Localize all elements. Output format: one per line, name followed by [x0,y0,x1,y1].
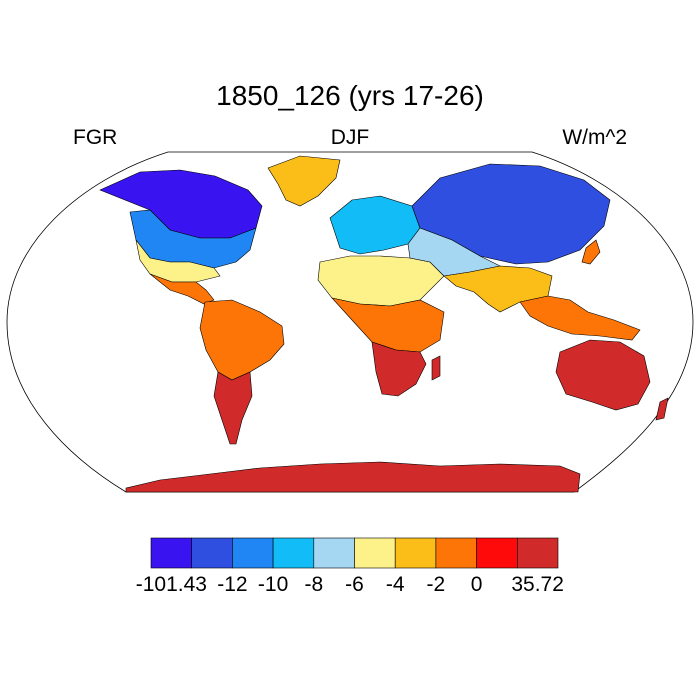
region-greenland [267,155,341,207]
colorbar-tick-label: 0 [470,573,483,596]
region-antarctica [125,461,581,493]
region-southeast-asia [519,295,641,341]
variable-label: FGR [73,126,118,149]
region-southern-africa [371,341,427,397]
colorbar-swatch [516,537,559,569]
units-label: W/m^2 [562,126,627,149]
colorbar-tick-label: -10 [257,573,289,596]
colorbar-swatch [272,537,315,569]
colorbar-tick-label: -4 [385,573,405,596]
colorbar-swatch [232,537,274,569]
colorbar-tick-label: -2 [426,573,446,596]
colorbar-tick-label: -12 [217,573,248,596]
region-central-america [149,273,215,305]
colorbar [150,537,559,569]
colorbar-swatch [435,537,477,569]
region-north-america-south [135,239,221,283]
colorbar-tick-label: -101.43 [135,573,207,596]
colorbar-swatch [354,537,396,569]
region-new-zealand [655,397,669,421]
colorbar-swatch [313,537,355,569]
map-title: 1850_126 (yrs 17-26) [216,80,484,111]
season-label: DJF [330,126,370,149]
colorbar-swatch [191,537,233,569]
region-australia [555,339,651,411]
colorbar-swatch [476,537,518,569]
colorbar-tick-label: 35.72 [511,573,564,596]
region-madagascar [431,355,441,381]
region-north-africa [317,255,445,307]
colorbar-tick-label: -6 [345,573,364,596]
region-south-america [199,299,285,381]
region-central-africa [331,297,445,353]
region-japan [581,239,601,265]
colorbar-swatch [150,537,193,569]
colorbar-swatch [394,537,437,569]
region-south-america-south [213,371,253,445]
colorbar-tick-label: -8 [304,573,324,596]
